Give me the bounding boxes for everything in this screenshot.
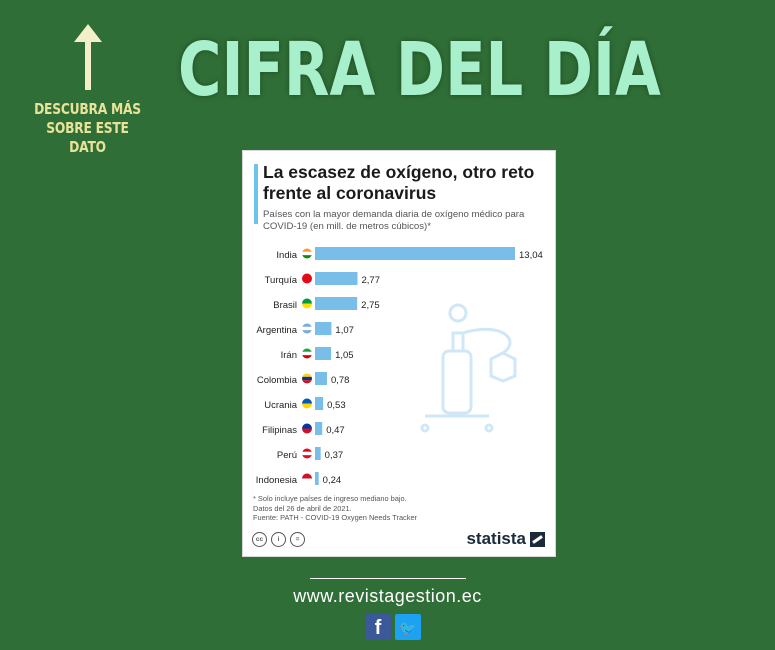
value-label: 0,53 [327,400,346,411]
website-link[interactable]: www.revistagestion.ec [293,586,482,606]
bar [315,447,321,460]
chart-subtitle: Países con la mayor demanda diaria de ox… [263,209,525,232]
source-line: Fuente: PATH - COVID-19 Oxygen Needs Tra… [253,513,418,523]
headline: CIFRA DEL DÍA [178,27,661,113]
ukraine-flag-icon [302,398,312,409]
peru-flag-icon [302,448,312,459]
india-flag-icon [302,248,312,259]
up-arrow-icon [74,24,102,90]
value-label: 0,37 [325,450,344,461]
category-label: Filipinas [262,425,297,436]
footnote-line: * Solo incluye países de ingreso mediano… [253,494,407,503]
footnote: * Solo incluye países de ingreso mediano… [253,494,453,523]
title-accent [254,164,258,224]
bar [315,347,332,360]
category-label: Perú [277,450,297,461]
iran-flag-icon [302,348,312,359]
turkey-flag-icon [302,273,312,284]
category-label: Turquía [265,275,298,286]
bar [315,472,319,485]
statista-wordmark: statista [466,529,526,548]
statista-logo[interactable]: statista [466,529,545,549]
argentina-flag-icon [302,323,312,334]
divider [310,578,466,579]
category-label: Ucrania [264,400,297,411]
colombia-flag-icon [302,373,312,384]
category-label: Colombia [257,375,298,386]
bar [315,322,332,335]
value-label: 2,77 [361,275,380,286]
statista-mark-icon [530,531,545,547]
bar [315,247,515,260]
footnote-line: Datos del 26 de abril de 2021. [253,503,352,513]
philippines-flag-icon [302,423,312,434]
bar-chart: India 13,04 Turquía 2,77 Brasil 2,75 Argentina… [256,247,543,486]
value-label: 0,47 [326,425,345,436]
chart-title: La escasez de oxígeno, otro reto frente … [263,162,535,203]
category-label: Brasil [273,300,297,311]
category-label: Argentina [256,325,297,336]
value-label: 0,78 [331,375,350,386]
cc-icon[interactable]: cc [252,532,267,547]
equals-icon[interactable]: = [290,532,305,547]
value-label: 1,05 [335,350,354,361]
category-label: Irán [281,350,297,361]
category-label: Indonesia [256,475,298,486]
facebook-icon[interactable]: f [365,614,391,640]
license-icons: cc i = [252,532,305,547]
value-label: 13,04 [519,250,543,261]
person-icon[interactable]: i [271,532,286,547]
bar [315,422,323,435]
value-label: 1,07 [335,325,354,336]
bar [315,272,358,285]
brazil-flag-icon [302,298,312,309]
value-label: 2,75 [361,300,380,311]
twitter-icon[interactable]: 🐦 [395,614,421,640]
bar [315,297,358,310]
oxygen-cylinder-icon [420,303,517,433]
infographic-card: La escasez de oxígeno, otro reto frente … [242,150,556,557]
social-links: f 🐦 [365,614,421,640]
side-text[interactable]: DESCUBRA MÁS SOBRE ESTE DATO [34,100,141,156]
bar [315,372,327,385]
value-label: 0,24 [323,475,342,486]
indonesia-flag-icon [302,473,312,484]
bar [315,397,324,410]
category-label: India [276,250,297,261]
